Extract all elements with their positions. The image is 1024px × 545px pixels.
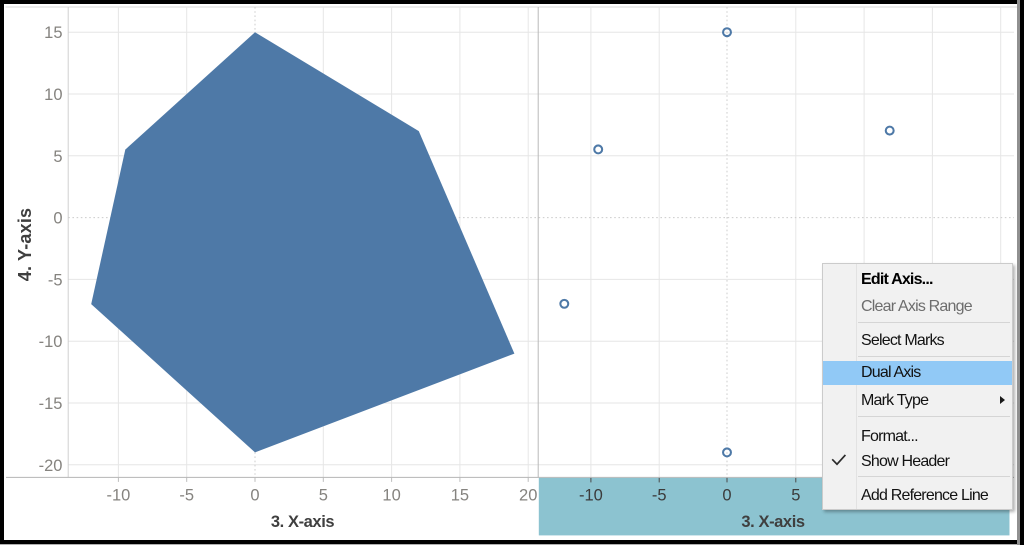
svg-text:-20: -20 [39, 457, 63, 475]
svg-text:5: 5 [791, 486, 800, 504]
svg-text:10: 10 [44, 86, 62, 104]
svg-text:20: 20 [519, 486, 537, 504]
svg-text:15: 15 [451, 486, 469, 504]
svg-text:15: 15 [44, 24, 62, 42]
svg-text:-10: -10 [39, 333, 63, 351]
svg-text:-5: -5 [652, 486, 667, 504]
svg-text:-5: -5 [179, 486, 194, 504]
svg-text:0: 0 [722, 486, 731, 504]
svg-text:3. X-axis: 3. X-axis [741, 513, 805, 531]
svg-text:-10: -10 [106, 486, 130, 504]
svg-text:3. X-axis: 3. X-axis [271, 513, 335, 531]
svg-text:10: 10 [382, 486, 400, 504]
svg-text:-10: -10 [579, 486, 603, 504]
svg-text:4. Y-axis: 4. Y-axis [15, 208, 35, 282]
svg-text:0: 0 [250, 486, 259, 504]
svg-text:5: 5 [53, 148, 62, 166]
svg-text:5: 5 [319, 486, 328, 504]
svg-text:0: 0 [53, 210, 62, 228]
svg-text:-5: -5 [48, 271, 63, 289]
svg-text:-15: -15 [39, 395, 63, 413]
